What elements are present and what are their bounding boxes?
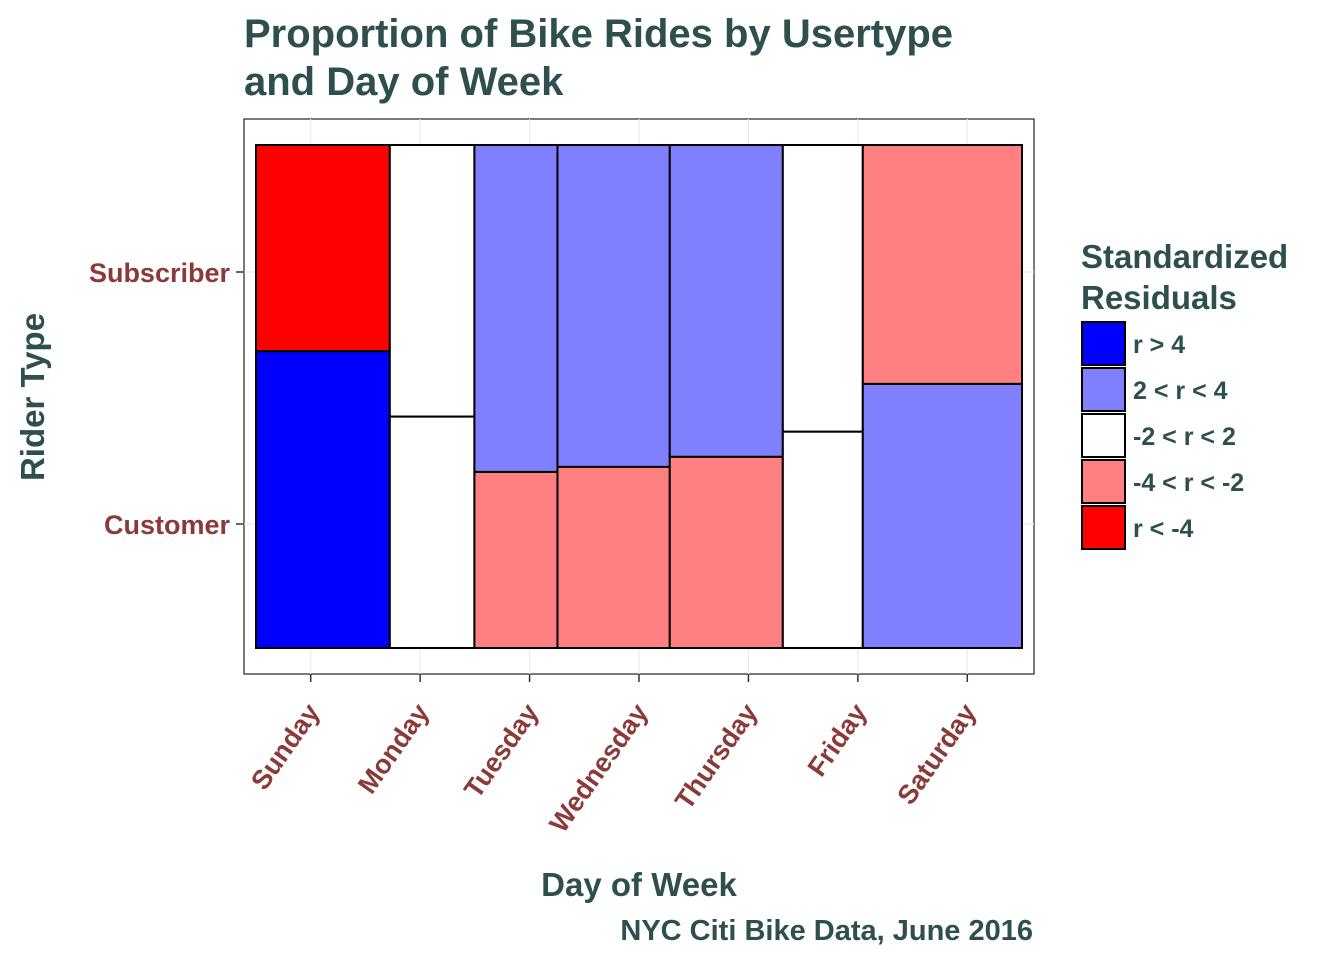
tile-customer-wednesday <box>556 465 671 650</box>
legend-label: r < -4 <box>1133 515 1194 543</box>
legend-label: -2 < r < 2 <box>1133 423 1236 451</box>
legend-label: -4 < r < -2 <box>1133 469 1244 497</box>
x-tick-label-thursday: Thursday <box>669 698 763 815</box>
y-axis-title: Rider Type <box>14 313 51 481</box>
tile-subscriber-wednesday <box>556 144 671 468</box>
x-tick-label-wednesday: Wednesday <box>544 698 654 838</box>
y-tick-label-subscriber: Subscriber <box>89 258 231 288</box>
legend-label: r > 4 <box>1133 331 1185 359</box>
tile-customer-thursday <box>668 455 784 649</box>
mosaic-tiles <box>255 144 1023 650</box>
legend-swatch <box>1081 459 1126 504</box>
x-tick-label-sunday: Sunday <box>245 698 326 795</box>
chart-title-line-2: and Day of Week <box>244 60 564 104</box>
y-axis-ticks: Subscriber Customer <box>89 258 244 540</box>
plot-panel <box>243 118 1035 675</box>
x-axis-title: Day of Week <box>541 866 737 903</box>
tile-subscriber-thursday <box>668 144 784 458</box>
x-tick-label-tuesday: Tuesday <box>458 698 544 803</box>
legend-title-line-1: Standardized <box>1081 238 1288 275</box>
tile-customer-monday <box>388 415 476 649</box>
legend-swatch <box>1081 413 1126 458</box>
tile-subscriber-sunday <box>255 144 391 353</box>
legend-swatch <box>1081 321 1126 366</box>
legend-swatch <box>1081 367 1126 412</box>
x-tick-label-saturday: Saturday <box>891 698 982 810</box>
legend-title-line-2: Residuals <box>1081 279 1237 316</box>
legend: Standardized Residuals r > 4 2 < r < 4 -2 … <box>1081 238 1288 550</box>
tile-subscriber-saturday <box>861 144 1023 385</box>
tile-subscriber-monday <box>388 144 476 418</box>
tile-customer-friday <box>781 430 864 649</box>
x-tick-label-monday: Monday <box>352 698 435 799</box>
legend-keys: r > 4 2 < r < 4 -2 < r < 2 -4 < r < -2 r < -… <box>1081 321 1244 550</box>
tile-customer-sunday <box>255 350 391 649</box>
x-tick-label-friday: Friday <box>802 698 873 782</box>
tile-subscriber-friday <box>781 144 864 433</box>
x-axis-ticks: Sunday Monday Tuesday Wednesday Thursday Frid… <box>245 674 982 838</box>
tile-customer-tuesday <box>473 470 559 650</box>
legend-swatch <box>1081 505 1126 550</box>
chart-title-line-1: Proportion of Bike Rides by Usertype <box>244 12 953 56</box>
tile-subscriber-tuesday <box>473 144 559 473</box>
chart-caption: NYC Citi Bike Data, June 2016 <box>620 915 1033 947</box>
tile-customer-saturday <box>861 382 1023 649</box>
y-tick-label-customer: Customer <box>104 510 231 540</box>
legend-label: 2 < r < 4 <box>1133 377 1228 405</box>
